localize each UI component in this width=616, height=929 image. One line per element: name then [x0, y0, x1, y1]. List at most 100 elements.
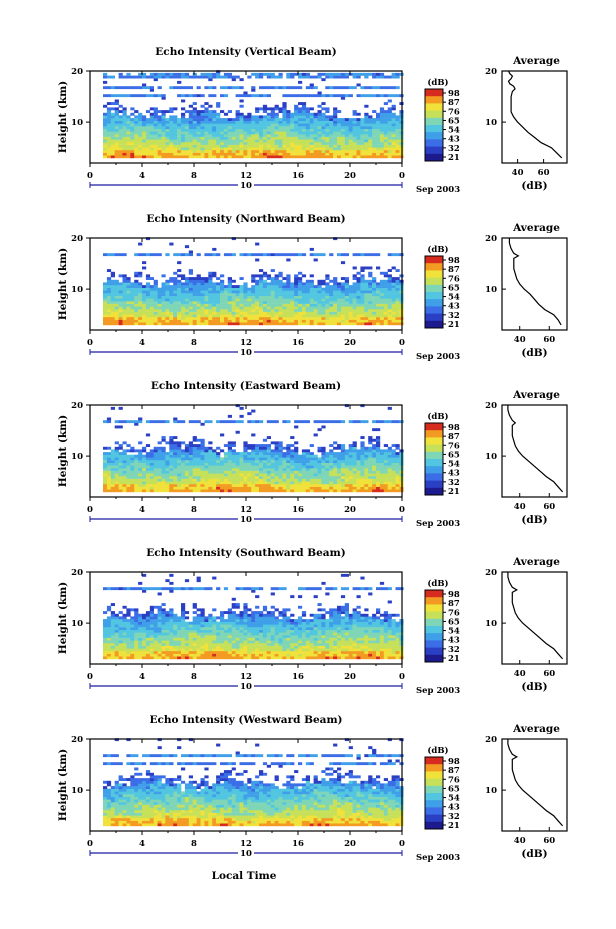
heatmap-cell	[247, 319, 252, 323]
heatmap-cell	[216, 147, 221, 151]
heatmap-cell	[278, 465, 283, 469]
heatmap-cell	[282, 420, 287, 424]
heatmap-cell	[321, 298, 326, 302]
heatmap-cell	[177, 253, 182, 257]
heatmap-cell	[114, 420, 119, 424]
heatmap-cell	[208, 104, 213, 108]
heatmap-cell	[114, 484, 119, 487]
x-tick-label: 16	[292, 171, 304, 181]
heatmap-cell	[337, 457, 342, 461]
heatmap-cell	[364, 123, 369, 127]
heatmap-cell	[379, 152, 385, 156]
heatmap-cell	[360, 293, 365, 296]
heatmap-cell	[395, 460, 400, 463]
heatmap-cell	[118, 651, 123, 654]
heatmap-cell	[368, 94, 373, 98]
heatmap-cell	[247, 115, 252, 119]
heatmap-cell	[274, 301, 279, 304]
colorbar-segment	[425, 89, 443, 93]
heatmap-cell	[274, 142, 279, 145]
heatmap-cell	[391, 75, 396, 79]
heatmap-cell	[235, 118, 240, 121]
heatmap-cell	[329, 72, 334, 76]
heatmap-cell	[181, 115, 186, 119]
heatmap-cell	[251, 94, 256, 98]
heatmap-cell	[157, 123, 162, 127]
heatmap-cell	[321, 486, 326, 490]
heatmap-cell	[364, 319, 369, 323]
heatmap-cell	[376, 150, 381, 153]
heatmap-cell	[134, 150, 139, 153]
heatmap-cell	[114, 301, 119, 304]
heatmap-cell	[200, 112, 205, 116]
heatmap-cell	[145, 142, 151, 145]
heatmap-cell	[395, 465, 400, 469]
heatmap-cell	[348, 449, 353, 453]
heatmap-cell	[321, 72, 326, 76]
heatmap-cell	[340, 309, 346, 312]
heatmap-cell	[134, 651, 139, 654]
heatmap-cell	[379, 147, 385, 151]
heatmap-cell	[352, 126, 357, 129]
heatmap-cell	[352, 303, 357, 307]
heatmap-cell	[212, 75, 217, 79]
heatmap-cell	[165, 123, 170, 127]
heatmap-cell	[134, 94, 139, 98]
heatmap-cell	[165, 489, 170, 493]
heatmap-cell	[192, 484, 197, 487]
heatmap-cell	[145, 120, 151, 124]
heatmap-cell	[157, 295, 162, 299]
heatmap-cell	[103, 126, 108, 129]
heatmap-cell	[200, 118, 205, 121]
heatmap-cell	[243, 462, 248, 466]
heatmap-cell	[114, 587, 119, 591]
heatmap-cell	[395, 152, 400, 156]
heatmap-cell	[352, 136, 357, 140]
heatmap-cell	[387, 134, 392, 137]
heatmap-cell	[192, 94, 197, 98]
heatmap-cell	[177, 75, 182, 79]
heatmap-cell	[309, 322, 314, 326]
heatmap-cell	[126, 142, 131, 145]
heatmap-cell	[368, 266, 373, 270]
heatmap-cell	[130, 465, 135, 469]
heatmap-cell	[247, 478, 252, 482]
heatmap-cell	[134, 648, 139, 652]
heatmap-cell	[103, 150, 108, 153]
colorbar-segment	[425, 299, 443, 304]
heatmap-cell	[196, 126, 201, 129]
heatmap-cell	[216, 75, 221, 79]
heatmap-cell	[262, 131, 268, 135]
heatmap-cell	[184, 139, 190, 143]
heatmap-cell	[103, 629, 108, 633]
heatmap-cell	[110, 120, 115, 124]
heatmap-cell	[165, 155, 170, 159]
heatmap-cell	[239, 131, 244, 135]
heatmap-cell	[282, 150, 287, 153]
heatmap-cell	[317, 322, 322, 326]
heatmap-cell	[145, 277, 151, 280]
heatmap-cell	[282, 144, 287, 148]
heatmap-cell	[274, 287, 279, 291]
heatmap-cell	[130, 118, 135, 121]
heatmap-cell	[134, 322, 139, 326]
heatmap-cell	[329, 118, 334, 121]
heatmap-cell	[153, 322, 158, 326]
heatmap-cell	[169, 75, 174, 79]
heatmap-cell	[118, 311, 123, 315]
heatmap-cell	[134, 656, 139, 660]
heatmap-cell	[290, 136, 295, 140]
heatmap-cell	[387, 322, 392, 326]
heatmap-cell	[243, 465, 248, 469]
heatmap-cell	[153, 317, 158, 320]
heatmap-cell	[157, 322, 162, 326]
heatmap-cell	[212, 454, 217, 458]
heatmap-cell	[212, 247, 217, 251]
heatmap-cell	[103, 123, 108, 127]
heatmap-cell	[301, 94, 307, 98]
heatmap-cell	[313, 298, 318, 302]
colorbar-segment	[425, 259, 443, 264]
heatmap-cell	[340, 75, 346, 79]
heatmap-cell	[294, 110, 299, 113]
heatmap-cell	[395, 253, 400, 257]
